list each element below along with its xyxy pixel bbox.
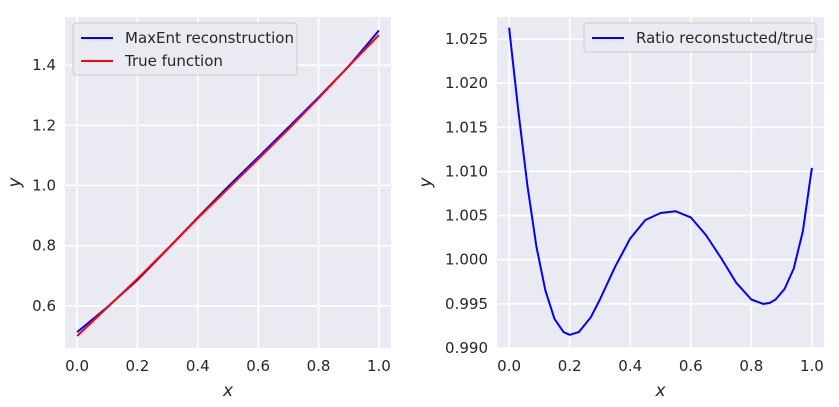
x-tick-label: 0.8 bbox=[739, 357, 763, 375]
series-line bbox=[508, 27, 813, 336]
y-tick-label: 1.2 bbox=[32, 116, 56, 134]
x-tick-label: 0.2 bbox=[558, 357, 582, 375]
y-tick-label: 0.995 bbox=[445, 295, 488, 313]
legend-box bbox=[583, 22, 817, 53]
y-tick-label: 1.010 bbox=[445, 162, 488, 180]
x-tick-label: 0.6 bbox=[679, 357, 703, 375]
x-axis-label: x bbox=[654, 381, 666, 401]
x-tick-label: 0.4 bbox=[618, 357, 642, 375]
plot-background bbox=[497, 17, 824, 348]
left-panel: 0.0 0.2 0.4 0.6 0.8 1.0 0.6 0.8 1.0 1.2 1.4 x y MaxEn… bbox=[5, 17, 391, 401]
y-tick-label: 1.015 bbox=[445, 118, 488, 136]
x-tick-label: 0.0 bbox=[65, 357, 89, 375]
y-tick-label: 1.025 bbox=[445, 30, 488, 48]
right-panel: 0.0 0.2 0.4 0.6 0.8 1.0 0.990 0.995 1.000 1.005 1.… bbox=[416, 17, 824, 401]
y-tick-label: 1.005 bbox=[445, 207, 488, 225]
y-tick-label: 1.4 bbox=[32, 56, 56, 74]
x-tick-label: 1.0 bbox=[367, 357, 391, 375]
series-line bbox=[76, 34, 380, 337]
legend-label: MaxEnt reconstruction bbox=[125, 29, 294, 47]
y-axis-label: y bbox=[416, 177, 436, 189]
y-axis-label: y bbox=[5, 177, 25, 189]
y-tick-label: 0.8 bbox=[32, 237, 56, 255]
x-tick-label: 0.8 bbox=[307, 357, 331, 375]
y-tick-label: 0.6 bbox=[32, 297, 56, 315]
y-tick-label: 1.0 bbox=[32, 177, 56, 195]
x-tick-label: 0.2 bbox=[126, 357, 150, 375]
x-tick-label: 0.0 bbox=[497, 357, 521, 375]
legend-label: True function bbox=[124, 52, 223, 70]
x-tick-label: 0.4 bbox=[186, 357, 210, 375]
y-tick-label: 1.000 bbox=[445, 251, 488, 269]
y-tick-label: 1.020 bbox=[445, 74, 488, 92]
x-tick-label: 0.6 bbox=[246, 357, 270, 375]
legend-label: Ratio reconstucted/true bbox=[636, 29, 813, 47]
x-axis-label: x bbox=[222, 381, 234, 401]
legend-box bbox=[72, 22, 298, 76]
y-tick-label: 0.990 bbox=[445, 339, 488, 357]
x-tick-label: 1.0 bbox=[800, 357, 824, 375]
